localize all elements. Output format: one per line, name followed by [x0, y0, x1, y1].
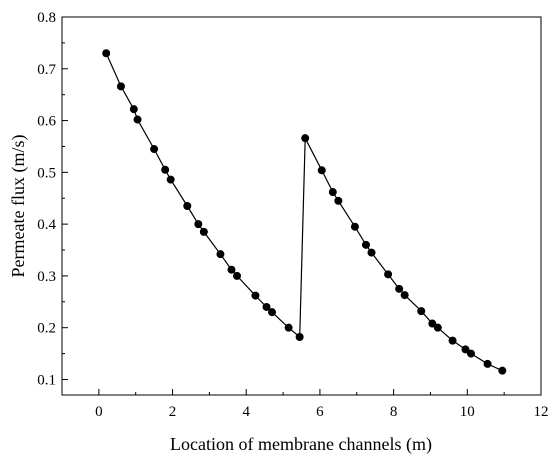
x-tick-label: 4 [242, 404, 250, 420]
x-tick-label: 2 [169, 404, 177, 420]
data-point [448, 336, 457, 345]
y-tick-label: 0.5 [37, 165, 56, 181]
data-point [284, 323, 293, 332]
data-point [102, 49, 111, 58]
y-tick-label: 0.8 [37, 10, 56, 26]
data-point [395, 284, 404, 293]
y-tick-label: 0.2 [37, 321, 56, 337]
y-tick-label: 0.7 [37, 62, 56, 78]
data-point [268, 308, 277, 317]
data-point [461, 345, 470, 354]
data-point [417, 307, 426, 316]
y-axis-title: Permeate flux (m/s) [8, 135, 29, 278]
plot-area [102, 49, 507, 375]
x-axis-title: Location of membrane channels (m) [170, 434, 432, 455]
data-point [400, 291, 409, 300]
data-point [317, 166, 326, 175]
x-tick-label: 8 [390, 404, 398, 420]
x-tick-label: 12 [534, 404, 549, 420]
data-point [350, 222, 359, 231]
data-point [384, 270, 393, 279]
data-point [483, 359, 492, 368]
x-tick-label: 0 [95, 404, 103, 420]
data-point [262, 302, 271, 311]
plot-frame [61, 16, 542, 396]
data-point [161, 165, 170, 174]
y-tick-label: 0.4 [37, 217, 56, 233]
data-point [428, 319, 437, 328]
data-point [166, 175, 175, 184]
data-point [216, 250, 225, 259]
data-point [334, 196, 343, 205]
data-point [133, 115, 142, 124]
data-point [183, 202, 192, 210]
data-point [150, 145, 159, 154]
x-tick-label: 10 [460, 404, 475, 420]
data-point [199, 227, 208, 236]
y-tick-label: 0.1 [37, 372, 56, 388]
data-point [116, 82, 125, 91]
axis-ticks [62, 16, 542, 395]
series-line [105, 52, 503, 372]
y-tick-label: 0.3 [37, 269, 56, 285]
data-point [251, 291, 260, 300]
data-point [367, 248, 376, 257]
data-point [498, 366, 507, 375]
data-point [295, 333, 304, 342]
x-tick-label: 6 [316, 404, 324, 420]
data-point [361, 240, 370, 249]
data-point [129, 105, 138, 114]
data-point [466, 349, 475, 358]
data-point [328, 188, 337, 197]
data-point [301, 134, 310, 143]
y-tick-label: 0.6 [37, 114, 56, 130]
axis-tick-labels: 0 2 4 6 8 10 12 0.1 0.2 0.3 0.4 0.5 0.6 0.7 0.8 [37, 10, 548, 420]
data-point [227, 265, 236, 274]
data-point [194, 220, 203, 229]
data-point [233, 271, 242, 280]
data-point [433, 323, 442, 332]
